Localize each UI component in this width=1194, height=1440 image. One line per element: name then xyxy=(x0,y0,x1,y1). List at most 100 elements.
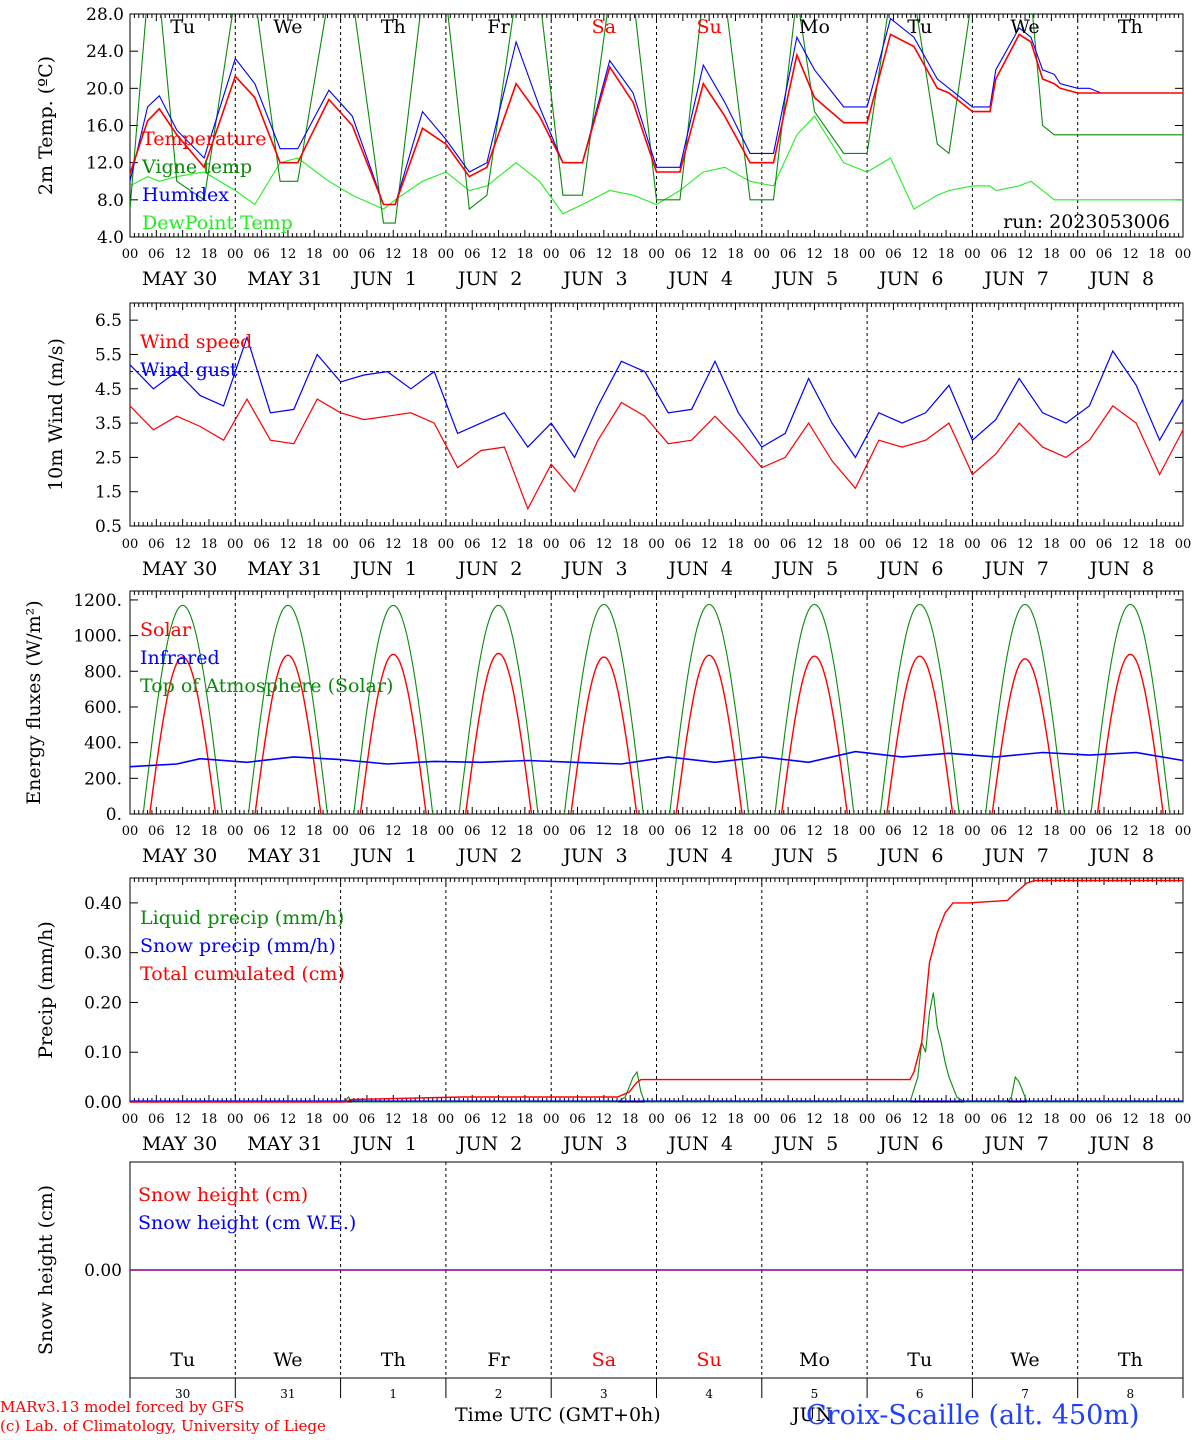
hour-label: 06 xyxy=(464,247,481,262)
hour-label: 12 xyxy=(806,824,823,839)
hour-label: 18 xyxy=(517,1112,534,1127)
hour-label: 12 xyxy=(280,824,297,839)
y-tick-label: 0.10 xyxy=(84,1043,122,1063)
day-label: JUN 6 xyxy=(877,558,943,580)
day-label: MAY 31 xyxy=(247,558,322,580)
hour-label: 00 xyxy=(964,247,981,262)
day-label: MAY 30 xyxy=(142,558,217,580)
hour-label: 12 xyxy=(1017,537,1034,552)
day-label: JUN 3 xyxy=(561,845,627,867)
hour-label: 12 xyxy=(280,537,297,552)
hour-label: 18 xyxy=(517,247,534,262)
hour-label: 18 xyxy=(201,1112,218,1127)
hour-label: 12 xyxy=(385,537,402,552)
day-label: JUN 5 xyxy=(772,1133,838,1155)
day-number: 1 xyxy=(389,1387,397,1401)
hour-label: 00 xyxy=(543,824,560,839)
weekday-label: Su xyxy=(697,16,722,38)
hour-label: 06 xyxy=(253,247,270,262)
hour-label: 18 xyxy=(833,1112,850,1127)
hour-label: 00 xyxy=(1069,537,1086,552)
hour-label: 00 xyxy=(859,247,876,262)
hour-label: 00 xyxy=(122,247,139,262)
hour-label: 00 xyxy=(1175,824,1192,839)
hour-label: 00 xyxy=(122,824,139,839)
series-dewpoint-temp xyxy=(130,115,1183,215)
hour-label: 18 xyxy=(833,824,850,839)
hour-label: 18 xyxy=(411,247,428,262)
hour-label: 18 xyxy=(833,537,850,552)
y-tick-label: 0.30 xyxy=(84,944,122,964)
hour-label: 18 xyxy=(411,537,428,552)
weekday-label: Mo xyxy=(799,16,830,38)
day-label: JUN 4 xyxy=(667,1133,733,1155)
hour-label: 06 xyxy=(990,824,1007,839)
hour-label: 06 xyxy=(780,824,797,839)
hour-label: 00 xyxy=(648,537,665,552)
hour-label: 12 xyxy=(701,1112,718,1127)
weekday-label: We xyxy=(1010,16,1039,38)
y-tick-label: 2.5 xyxy=(95,448,122,468)
hour-label: 12 xyxy=(280,247,297,262)
hour-label: 06 xyxy=(675,247,692,262)
hour-label: 12 xyxy=(806,247,823,262)
hour-label: 00 xyxy=(438,824,455,839)
hour-label: 00 xyxy=(332,824,349,839)
legend-entry: DewPoint Temp xyxy=(142,212,293,234)
hour-label: 06 xyxy=(780,537,797,552)
day-number: 31 xyxy=(280,1387,295,1401)
hour-label: 12 xyxy=(385,247,402,262)
day-label: JUN 8 xyxy=(1088,1133,1154,1155)
hour-label: 00 xyxy=(438,537,455,552)
series-vigne-temp xyxy=(130,14,1183,224)
legend-entry: Total cumulated (cm) xyxy=(140,963,345,985)
hour-label: 00 xyxy=(227,247,244,262)
hour-label: 06 xyxy=(885,1112,902,1127)
hour-label: 18 xyxy=(306,824,323,839)
series-liquid-precip xyxy=(130,992,1183,1103)
y-tick-label: 600. xyxy=(84,698,122,718)
day-label: JUN 4 xyxy=(667,268,733,290)
hour-label: 06 xyxy=(1096,537,1113,552)
y-tick-label: 200. xyxy=(84,769,122,789)
hour-label: 18 xyxy=(727,1112,744,1127)
hour-label: 00 xyxy=(754,537,771,552)
hour-label: 18 xyxy=(1148,247,1165,262)
hour-label: 12 xyxy=(1017,1112,1034,1127)
hour-label: 12 xyxy=(911,824,928,839)
day-number: 5 xyxy=(811,1387,819,1401)
hour-label: 18 xyxy=(1148,1112,1165,1127)
hour-label: 12 xyxy=(280,1112,297,1127)
day-number: 7 xyxy=(1021,1387,1029,1401)
y-tick-label: 5.5 xyxy=(95,345,122,365)
hour-label: 18 xyxy=(622,247,639,262)
weekday-label: We xyxy=(273,1349,302,1371)
y-axis-title: 2m Temp. (ºC) xyxy=(35,56,57,195)
weekday-label: Tu xyxy=(170,16,195,38)
day-label: JUN 8 xyxy=(1088,268,1154,290)
y-axis-title: Precip (mm/h) xyxy=(35,921,57,1059)
hour-label: 12 xyxy=(701,824,718,839)
series-humidex xyxy=(130,17,1183,206)
hour-label: 12 xyxy=(1122,1112,1139,1127)
hour-label: 12 xyxy=(911,537,928,552)
y-tick-label: 8.0 xyxy=(97,191,124,211)
hour-label: 18 xyxy=(306,537,323,552)
hour-label: 06 xyxy=(675,824,692,839)
hour-label: 12 xyxy=(701,247,718,262)
hour-label: 18 xyxy=(938,537,955,552)
hour-label: 00 xyxy=(227,1112,244,1127)
day-label: JUN 8 xyxy=(1088,845,1154,867)
hour-label: 06 xyxy=(1096,1112,1113,1127)
hour-label: 12 xyxy=(1122,247,1139,262)
y-axis-title: Energy fluxes (W/m²) xyxy=(23,600,45,804)
hour-label: 06 xyxy=(885,537,902,552)
series-infrared xyxy=(129,750,1184,768)
hour-label: 00 xyxy=(754,824,771,839)
y-tick-label: 400. xyxy=(84,734,122,754)
day-number: 3 xyxy=(600,1387,608,1401)
day-number: 6 xyxy=(916,1387,924,1401)
hour-label: 06 xyxy=(569,247,586,262)
hour-label: 06 xyxy=(780,247,797,262)
station-label: Croix-Scaille (alt. 450m) xyxy=(806,1400,1140,1431)
